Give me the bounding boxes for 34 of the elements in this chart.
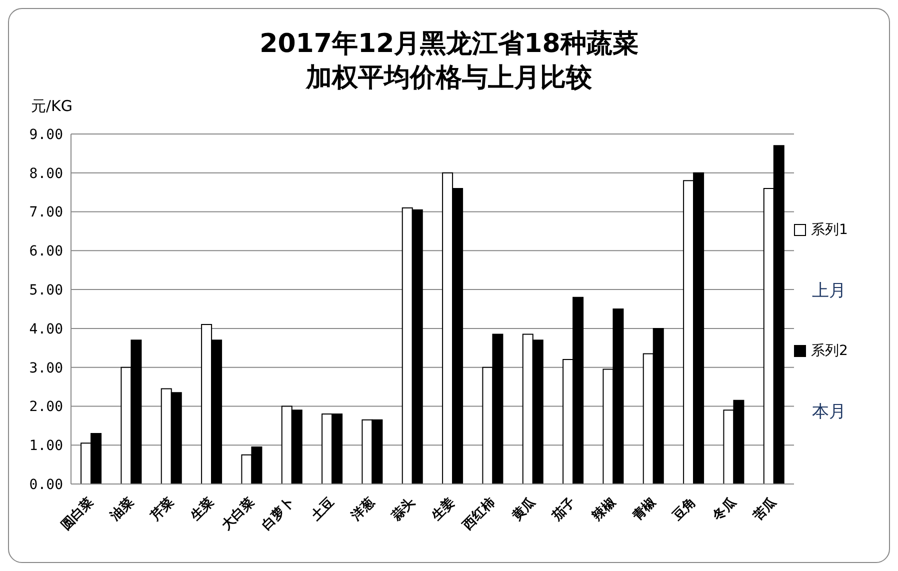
x-tick-label: 辣椒 xyxy=(588,494,620,525)
y-tick-label: 3.00 xyxy=(29,360,63,376)
y-tick-label: 5.00 xyxy=(29,282,63,299)
x-tick-label: 茄子 xyxy=(549,495,579,525)
y-tick-label: 7.00 xyxy=(29,204,63,221)
x-tick-label: 豆角 xyxy=(670,495,700,525)
y-tick-label: 4.00 xyxy=(29,321,63,338)
legend-label: 系列2 xyxy=(811,342,848,360)
x-tick-label: 圆白菜 xyxy=(58,495,97,534)
x-tick-label: 白萝卜 xyxy=(259,495,298,534)
chart-title: 2017年12月黑龙江省18种蔬菜加权平均价格与上月比较 xyxy=(258,28,640,95)
x-tick-label: 黄瓜 xyxy=(508,494,540,525)
x-tick-label: 冬瓜 xyxy=(709,494,740,525)
text: 本月 xyxy=(812,401,847,423)
x-tick-label: 苦瓜 xyxy=(749,494,780,525)
y-tick-label: 2.00 xyxy=(29,399,63,416)
y-tick-label: 0.00 xyxy=(29,476,63,493)
legend-label: 系列1 xyxy=(811,221,848,239)
x-tick-label: 西红柿 xyxy=(458,494,498,534)
x-tick-label: 芹菜 xyxy=(146,494,178,525)
y-tick-label: 8.00 xyxy=(29,166,63,182)
x-tick-label: 大白菜 xyxy=(219,495,258,534)
x-tick-label: 生菜 xyxy=(188,495,218,525)
x-tick-label: 土豆 xyxy=(308,495,338,525)
x-tick-label: 青椒 xyxy=(629,494,660,525)
y-tick-label: 6.00 xyxy=(29,244,63,260)
x-tick-label: 蒜头 xyxy=(388,495,418,525)
x-tick-label: 洋葱 xyxy=(348,494,378,525)
text: 上月 xyxy=(812,280,847,302)
y-tick-label: 9.00 xyxy=(29,126,63,143)
x-tick-label: 生姜 xyxy=(428,494,458,525)
y-axis-title: 元/KG xyxy=(31,97,73,116)
x-tick-label: 油菜 xyxy=(107,495,137,525)
y-tick-label: 1.00 xyxy=(29,438,63,454)
